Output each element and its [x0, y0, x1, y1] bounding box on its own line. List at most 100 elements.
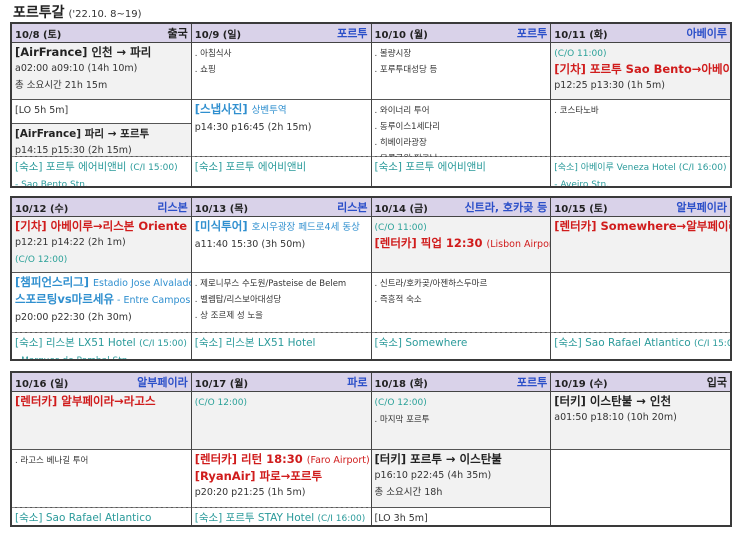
schedule-cell: [LO 3h 5m]: [372, 508, 551, 525]
schedule-line: [렌터카] Somewhere→알부페이라: [554, 218, 730, 233]
day-column: 10/12 (수) 리스본 [기차] 아베이루→리스본 Oriente p12:21 …: [12, 198, 192, 359]
day-date: 10/10 (월): [374, 29, 428, 41]
day-column: 10/11 (화) 아베이루 (C/O 11:00) [기차] 포르투 Sao Ben…: [551, 24, 730, 186]
schedule-line: . 즉흥적 숙소: [375, 290, 548, 306]
schedule-text: . 상 조르제 성 노을: [194, 311, 264, 321]
schedule-cell: . 라고스 베나길 투어: [12, 450, 191, 508]
schedule-text: p14:30 p16:45 (2h 15m): [194, 122, 312, 133]
schedule-cell: (C/O 12:00) . 마지막 포르투: [371, 392, 551, 450]
schedule-text: (C/I 15:00): [694, 339, 730, 349]
schedule-cell: . 제로니무스 수도원/Pasteise de Belem . 벨렘탑/리스보아대…: [191, 273, 371, 333]
schedule-cell: . 코스타노바: [551, 100, 730, 157]
schedule-text: [렌터카] 픽업 12:30: [374, 236, 487, 250]
day-date: 10/11 (화): [554, 29, 608, 41]
schedule-text: 스포르팅vs마르세유: [15, 292, 114, 306]
day-header: 10/12 (수) 리스본: [12, 198, 191, 217]
schedule-cell: [터키] 포르투 → 이스탄불 p16:10 p22:45 (4h 35m) 총 소…: [371, 450, 551, 508]
schedule-line: [기차] 아베이루→리스본 Oriente: [15, 218, 188, 233]
day-column: 10/14 (금) 신트라, 호카곶 등 (C/O 11:00) [렌터카] 픽업 1…: [371, 198, 552, 359]
schedule-text: . 볼량시장: [374, 49, 412, 59]
schedule-line: (C/O 12:00): [375, 393, 548, 410]
date-range: ('22.10. 8~19): [68, 9, 142, 20]
schedule-cell: . 아침식사 . 쇼핑: [191, 43, 371, 100]
schedule-line: . 쇼핑: [195, 60, 368, 76]
schedule-cell: (C/O 11:00) [기차] 포르투 Sao Bento→아베이루 p12:25…: [551, 43, 730, 100]
day-date: 10/17 (월): [194, 378, 249, 390]
day-header: 10/10 (월) 포르투: [371, 24, 551, 43]
schedule-text: . 히베이라광장: [374, 138, 427, 148]
schedule-line: [숙소] 포르투 에어비앤비: [195, 158, 368, 174]
schedule-text: . 쇼핑: [194, 65, 216, 75]
day-date: 10/15 (토): [554, 203, 608, 215]
schedule-text: [기차] 포르투 Sao Bento→아베이루: [554, 62, 730, 76]
day-date: 10/9 (일): [194, 29, 242, 41]
day-date: 10/12 (수): [15, 203, 69, 215]
schedule-line: p12:25 p13:30 (1h 5m): [554, 76, 727, 93]
schedule-line: . 코스타노바: [554, 101, 727, 117]
schedule-text: (C/I 15:00): [129, 163, 178, 173]
schedule-line: 스포르팅vs마르세유 - Entre Campos Stn.: [15, 291, 191, 308]
schedule-text: . 동루이스1세다리: [374, 122, 441, 132]
schedule-line: 총 소요시간 21h 15m: [15, 76, 188, 93]
schedule-text: a11:40 15:30 (3h 50m): [194, 239, 306, 250]
schedule-text: [LO 3h 5m]: [374, 513, 428, 524]
schedule-text: [LO 5h 5m]: [15, 105, 69, 116]
schedule-line: 총 소요시간 18h: [375, 483, 548, 500]
schedule-text: . 와이너리 투어: [374, 106, 430, 116]
schedule-cell: [렌터카] 알부페이라→라고스: [12, 392, 191, 450]
schedule-text: 총 소요시간 18h: [374, 487, 443, 498]
schedule-line: . 마지막 포르투: [375, 410, 548, 426]
schedule-text: [터키] 이스탄불 → 인천: [554, 394, 672, 408]
schedule-cell: [551, 273, 730, 333]
schedule-line: . 와이너리 투어: [375, 101, 548, 117]
accommodation-cell: [숙소] 포르투 에어비앤비: [191, 156, 371, 186]
schedule-line: [숙소] Somewhere: [375, 334, 548, 350]
schedule-text: [터키] 포르투 → 이스탄불: [374, 452, 502, 466]
page-title: 포르투갈 ('22.10. 8~19): [13, 2, 142, 22]
schedule-text: Estadio Jose Alvalade: [93, 278, 191, 289]
schedule-cell: [기차] 아베이루→리스본 Oriente p12:21 p14:22 (2h 1…: [12, 217, 191, 273]
schedule-text: [숙소] 포르투 STAY Hotel: [194, 512, 318, 524]
day-column: 10/8 (토) 출국 [AirFrance] 인천 → 파리 a02:00 a09:…: [12, 24, 192, 186]
title-text: 포르투갈: [13, 5, 65, 21]
day-header: 10/16 (일) 알부페이라: [12, 373, 191, 392]
schedule-cell: [AirFrance] 인천 → 파리 a02:00 a09:10 (14h 10…: [12, 43, 191, 100]
schedule-cell: [스냅사진] 상벤투역 p14:30 p16:45 (2h 15m): [191, 100, 371, 157]
accommodation-cell: [숙소] 포르투 STAY Hotel (C/I 16:00): [191, 507, 371, 525]
schedule-text: [숙소] 리스본 LX51 Hotel: [15, 337, 140, 349]
schedule-cell: . 와이너리 투어 . 동루이스1세다리 . 히베이라광장 . 모루공원 피크닉: [371, 100, 551, 157]
schedule-cell: . 볼량시장 . 포루투대성당 등: [371, 43, 551, 100]
schedule-line: [숙소] 포르투 STAY Hotel (C/I 16:00): [195, 509, 368, 525]
schedule-text: [미식투어]: [194, 219, 252, 233]
schedule-cell: [AirFrance] 파리 → 포르투 p14:15 p15:30 (2h 15…: [12, 124, 191, 157]
day-header: 10/19 (수) 입국: [551, 373, 730, 392]
day-column: 10/19 (수) 입국 [터키] 이스탄불 → 인천 a01:50 p18:10 (…: [551, 373, 730, 525]
schedule-text: [숙소] 아베이루 Veneza Hotel (C/I 16:00): [554, 163, 727, 173]
schedule-line: [터키] 이스탄불 → 인천: [554, 393, 727, 408]
schedule-text: (C/I 16:00): [317, 514, 366, 524]
schedule-line: [렌터카] 픽업 12:30 (Lisbon Airport): [374, 235, 551, 252]
schedule-line: [숙소] Sao Rafael Atlantico (C/I 15:00): [554, 334, 730, 351]
day-city: 알부페이라: [676, 201, 727, 214]
day-column: 10/9 (일) 포르투 . 아침식사 . 쇼핑 [스냅사진] 상벤투역 p14:30 p…: [191, 24, 372, 186]
schedule-text: [챔피언스리그]: [15, 275, 93, 289]
schedule-line: (C/O 11:00): [375, 218, 548, 235]
schedule-line: [RyanAir] 파로→포르투: [195, 468, 368, 483]
schedule-cell: [챔피언스리그] Estadio Jose Alvalade 스포르팅vs마르세유…: [12, 273, 191, 333]
schedule-line: (C/O 11:00): [554, 44, 727, 61]
schedule-line: a02:00 a09:10 (14h 10m): [15, 59, 188, 76]
accommodation-cell: [숙소] Sao Rafael Atlantico: [12, 507, 191, 525]
day-city: 신트라, 호카곶 등: [464, 201, 548, 214]
day-column: 10/17 (월) 파로 (C/O 12:00) [렌터카] 리턴 18:30 (Fa…: [191, 373, 372, 525]
schedule-text: [RyanAir] 파로→포르투: [194, 469, 323, 483]
schedule-text: . 신트라/호카곶/아젠하스두마르: [374, 279, 488, 289]
day-column: 10/13 (목) 리스본 [미식투어] 호시우광장 페드로4세 동상 a11:40 …: [191, 198, 372, 359]
schedule-line: p14:15 p15:30 (2h 15m): [15, 141, 188, 156]
schedule-line: p14:30 p16:45 (2h 15m): [195, 118, 368, 135]
day-column: 10/15 (토) 알부페이라 [렌터카] Somewhere→알부페이라 [숙소] …: [551, 198, 730, 359]
schedule-line: a01:50 p18:10 (10h 20m): [554, 408, 727, 425]
schedule-text: (Faro Airport): [306, 455, 370, 466]
schedule-line: p20:00 p22:30 (2h 30m): [15, 308, 188, 325]
schedule-line: [LO 5h 5m]: [15, 101, 188, 118]
schedule-text: p20:00 p22:30 (2h 30m): [15, 312, 132, 323]
